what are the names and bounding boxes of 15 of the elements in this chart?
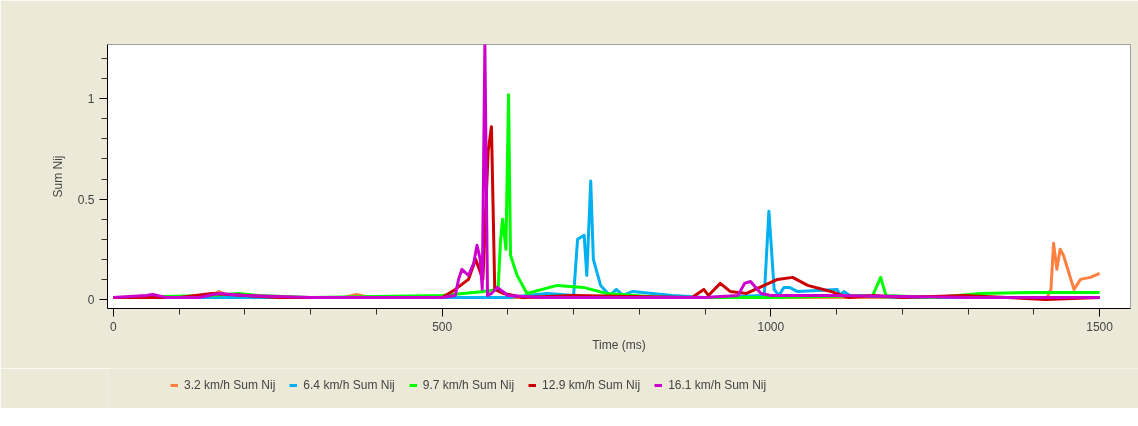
y-tick-label: 1 — [87, 92, 95, 107]
x-tick-label: 500 — [432, 319, 453, 334]
y-tick-label: 0.5 — [77, 192, 95, 207]
x-tick-label: 1000 — [757, 319, 785, 334]
line-series — [111, 44, 1102, 299]
x-axis-title: Time (ms) — [592, 337, 646, 352]
x-tick-label: 1500 — [1086, 319, 1114, 334]
legend-label: 12.9 km/h Sum Nij — [542, 378, 641, 392]
legend-label: 6.4 km/h Sum Nij — [303, 378, 395, 392]
x-tick-label: 0 — [110, 319, 118, 334]
legend-label: 3.2 km/h Sum Nij — [184, 378, 276, 392]
legend-label: 9.7 km/h Sum Nij — [422, 378, 515, 392]
y-tick-label: 0 — [87, 292, 95, 307]
legend-label: 16.1 km/h Sum Nij — [668, 378, 767, 392]
y-axis-title: Sum Nij — [50, 155, 65, 198]
